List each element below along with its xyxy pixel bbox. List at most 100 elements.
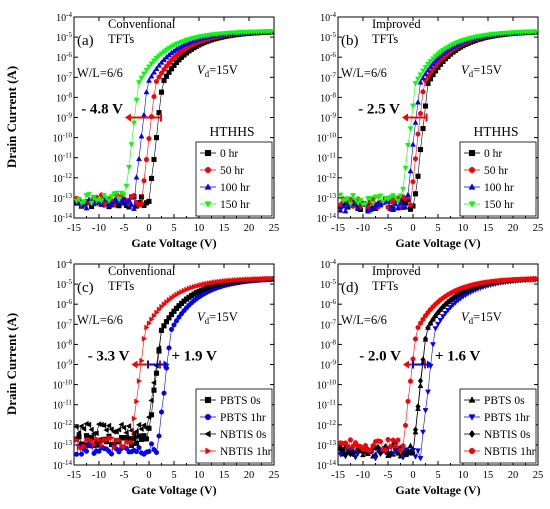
data-point — [420, 68, 426, 75]
data-point — [156, 53, 162, 60]
data-point — [345, 443, 351, 450]
x-axis-label: Gate Voltage (V) — [131, 236, 216, 250]
y-tick-label: 10-10 — [317, 132, 337, 145]
data-point — [347, 437, 354, 443]
data-point — [417, 320, 424, 326]
data-point — [131, 192, 137, 199]
y-tick-label: 10-14 — [317, 212, 337, 225]
data-point — [417, 456, 424, 462]
data-point — [352, 197, 359, 203]
data-point — [375, 199, 381, 206]
data-point — [146, 198, 152, 204]
x-tick-label: -10 — [356, 470, 370, 481]
y-tick-label: 10-14 — [317, 459, 337, 472]
y-tick-label: 10-5 — [56, 278, 72, 291]
data-point — [342, 440, 349, 446]
data-point — [402, 165, 409, 172]
data-point — [395, 437, 401, 443]
data-point — [138, 426, 144, 433]
data-point — [400, 443, 406, 449]
legend-title: HTHHS — [473, 124, 518, 139]
data-point — [125, 423, 132, 429]
data-point — [430, 56, 436, 62]
legend-label: 100 hr — [484, 182, 514, 194]
series-150-hr — [73, 29, 275, 207]
data-point — [105, 422, 112, 429]
data-point — [268, 29, 275, 35]
data-point — [161, 390, 167, 396]
data-point — [96, 448, 102, 454]
data-point — [435, 51, 441, 58]
data-point — [405, 142, 411, 149]
shift-arrow-2-label: + 1.6 V — [435, 349, 481, 365]
y-tick-label: 10-4 — [320, 258, 336, 271]
ylabel-bottom: Drain Current (A) — [4, 313, 19, 415]
vd-label: Vd=15V — [461, 310, 502, 326]
data-point — [73, 423, 79, 430]
y-tick-label: 10-13 — [317, 439, 337, 452]
data-point — [116, 449, 122, 455]
data-point — [412, 426, 419, 434]
data-point — [158, 327, 164, 334]
y-tick-label: 10-10 — [317, 379, 337, 392]
data-point — [175, 302, 182, 309]
legend-marker — [468, 429, 476, 439]
panel-title-line1: Improved — [372, 17, 421, 31]
series-nbtis-1hr — [74, 275, 275, 452]
data-point — [118, 421, 124, 428]
data-point — [402, 422, 409, 428]
data-point — [402, 447, 409, 453]
legend-marker — [204, 149, 212, 157]
x-tick-label: 15 — [483, 470, 494, 481]
panel-letter: (d) — [341, 280, 359, 296]
wl-label: W/L=6/6 — [77, 313, 123, 327]
data-point — [362, 442, 369, 449]
data-point — [435, 321, 441, 328]
data-point — [420, 89, 426, 95]
data-point — [420, 125, 426, 132]
data-point — [131, 205, 137, 211]
data-point — [420, 429, 426, 436]
legend-label: 50 hr — [484, 165, 508, 177]
y-tick-label: 10-8 — [320, 338, 336, 351]
x-tick-label: 10 — [194, 470, 205, 481]
legend-marker — [204, 430, 211, 438]
data-point — [136, 155, 142, 162]
data-point — [447, 305, 454, 311]
vd-label: Vd=15V — [197, 310, 238, 326]
x-tick-label: 20 — [244, 470, 255, 481]
data-point — [407, 378, 414, 384]
data-point — [158, 51, 165, 57]
data-point — [128, 427, 134, 434]
data-point — [116, 196, 122, 203]
y-tick-label: 10-9 — [56, 112, 72, 125]
data-point — [173, 318, 180, 324]
data-point — [392, 443, 399, 449]
series-nbtis-1hr — [337, 276, 539, 453]
x-tick-label: 0 — [146, 223, 151, 234]
data-point — [377, 193, 384, 199]
data-point — [146, 64, 152, 70]
data-point — [445, 307, 451, 314]
data-point — [382, 447, 389, 453]
data-point — [141, 71, 147, 78]
data-point — [427, 63, 434, 69]
data-point — [176, 314, 182, 320]
data-point — [153, 65, 160, 71]
data-point — [160, 322, 167, 329]
x-tick-label: -5 — [384, 223, 393, 234]
x-tick-label: -15 — [67, 223, 81, 234]
legend-marker — [468, 447, 476, 455]
shift-arrow-label: - 3.3 V — [88, 349, 130, 365]
data-point — [432, 54, 439, 60]
data-point — [372, 202, 379, 209]
data-point — [120, 424, 127, 431]
data-point — [425, 389, 431, 395]
x-tick-label: 0 — [146, 470, 151, 481]
data-point — [425, 62, 431, 68]
data-point — [370, 443, 376, 449]
data-point — [410, 141, 416, 147]
data-point — [135, 421, 142, 428]
data-point — [148, 175, 155, 181]
data-point — [143, 436, 150, 442]
